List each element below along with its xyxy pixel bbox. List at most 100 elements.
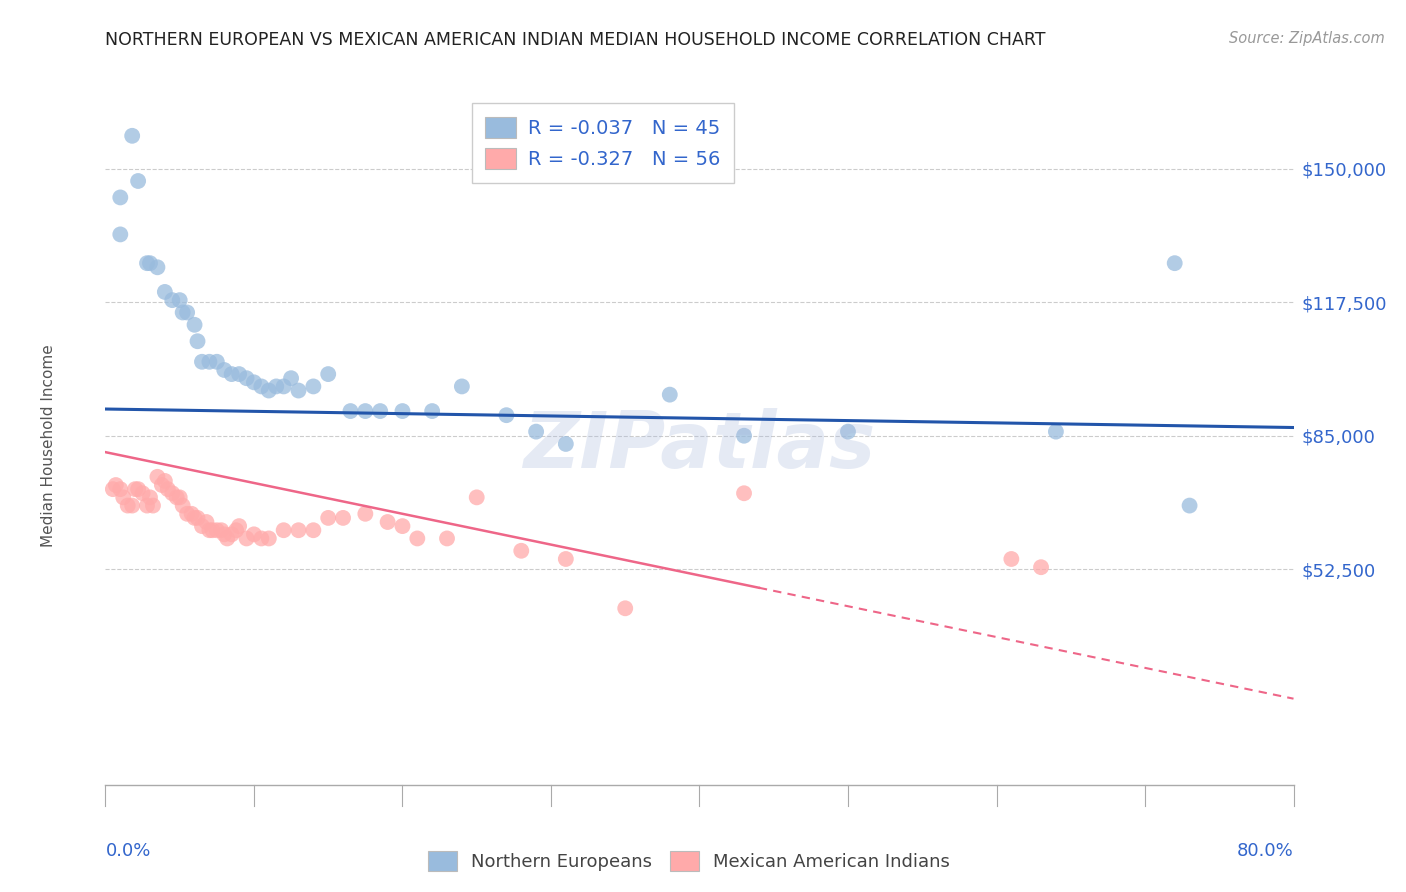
Point: [153, 285, 176, 299]
Point: [273, 379, 295, 393]
Point: [243, 527, 266, 541]
Point: [195, 515, 218, 529]
Point: [1029, 560, 1052, 574]
Point: [110, 227, 132, 242]
Point: [139, 491, 162, 505]
Point: [368, 404, 391, 418]
Point: [354, 507, 377, 521]
Point: [837, 425, 859, 439]
Point: [136, 499, 159, 513]
Point: [183, 511, 205, 525]
Point: [554, 552, 576, 566]
Point: [186, 511, 208, 525]
Point: [172, 499, 194, 513]
Point: [377, 515, 399, 529]
Point: [235, 371, 257, 385]
Point: [183, 318, 205, 332]
Legend: Northern Europeans, Mexican American Indians: Northern Europeans, Mexican American Ind…: [420, 844, 957, 879]
Point: [280, 371, 302, 385]
Point: [465, 491, 488, 505]
Point: [139, 256, 162, 270]
Point: [191, 355, 214, 369]
Point: [264, 379, 287, 393]
Point: [205, 355, 228, 369]
Point: [250, 532, 273, 546]
Point: [733, 428, 755, 442]
Point: [614, 601, 637, 615]
Point: [136, 256, 159, 270]
Point: [221, 367, 243, 381]
Point: [287, 384, 309, 398]
Point: [225, 523, 247, 537]
Point: [146, 470, 169, 484]
Text: ZIPatlas: ZIPatlas: [523, 408, 876, 484]
Point: [302, 379, 325, 393]
Point: [391, 404, 413, 418]
Point: [153, 474, 176, 488]
Point: [198, 355, 221, 369]
Legend: R = -0.037   N = 45, R = -0.327   N = 56: R = -0.037 N = 45, R = -0.327 N = 56: [471, 103, 734, 183]
Point: [142, 499, 165, 513]
Point: [257, 532, 280, 546]
Point: [391, 519, 413, 533]
Text: 80.0%: 80.0%: [1237, 842, 1294, 861]
Point: [127, 482, 149, 496]
Point: [169, 293, 191, 307]
Point: [169, 491, 191, 505]
Point: [186, 334, 208, 349]
Point: [450, 379, 472, 393]
Point: [146, 260, 169, 275]
Point: [510, 543, 533, 558]
Point: [420, 404, 443, 418]
Point: [406, 532, 429, 546]
Point: [176, 305, 198, 319]
Point: [110, 190, 132, 204]
Point: [436, 532, 458, 546]
Point: [354, 404, 377, 418]
Point: [121, 128, 143, 143]
Point: [316, 511, 339, 525]
Point: [228, 519, 250, 533]
Point: [1178, 499, 1201, 513]
Point: [104, 478, 127, 492]
Point: [156, 482, 179, 496]
Point: [235, 532, 257, 546]
Point: [180, 507, 202, 521]
Point: [257, 384, 280, 398]
Point: [172, 305, 194, 319]
Point: [166, 491, 188, 505]
Point: [1045, 425, 1067, 439]
Point: [495, 408, 517, 422]
Point: [162, 293, 184, 307]
Point: [127, 174, 149, 188]
Point: [121, 499, 143, 513]
Point: [217, 532, 239, 546]
Point: [205, 523, 228, 537]
Point: [101, 482, 124, 496]
Point: [201, 523, 224, 537]
Point: [273, 523, 295, 537]
Point: [733, 486, 755, 500]
Point: [191, 519, 214, 533]
Point: [176, 507, 198, 521]
Point: [112, 491, 135, 505]
Point: [316, 367, 339, 381]
Point: [110, 482, 132, 496]
Text: 0.0%: 0.0%: [105, 842, 150, 861]
Point: [658, 387, 681, 401]
Point: [1164, 256, 1187, 270]
Point: [1000, 552, 1022, 566]
Text: NORTHERN EUROPEAN VS MEXICAN AMERICAN INDIAN MEDIAN HOUSEHOLD INCOME CORRELATION: NORTHERN EUROPEAN VS MEXICAN AMERICAN IN…: [105, 31, 1046, 49]
Point: [332, 511, 354, 525]
Point: [198, 523, 221, 537]
Point: [250, 379, 273, 393]
Point: [228, 367, 250, 381]
Text: Source: ZipAtlas.com: Source: ZipAtlas.com: [1229, 31, 1385, 46]
Point: [554, 437, 576, 451]
Point: [243, 376, 266, 390]
Point: [287, 523, 309, 537]
Point: [162, 486, 184, 500]
Point: [214, 527, 236, 541]
Point: [117, 499, 139, 513]
Point: [124, 482, 146, 496]
